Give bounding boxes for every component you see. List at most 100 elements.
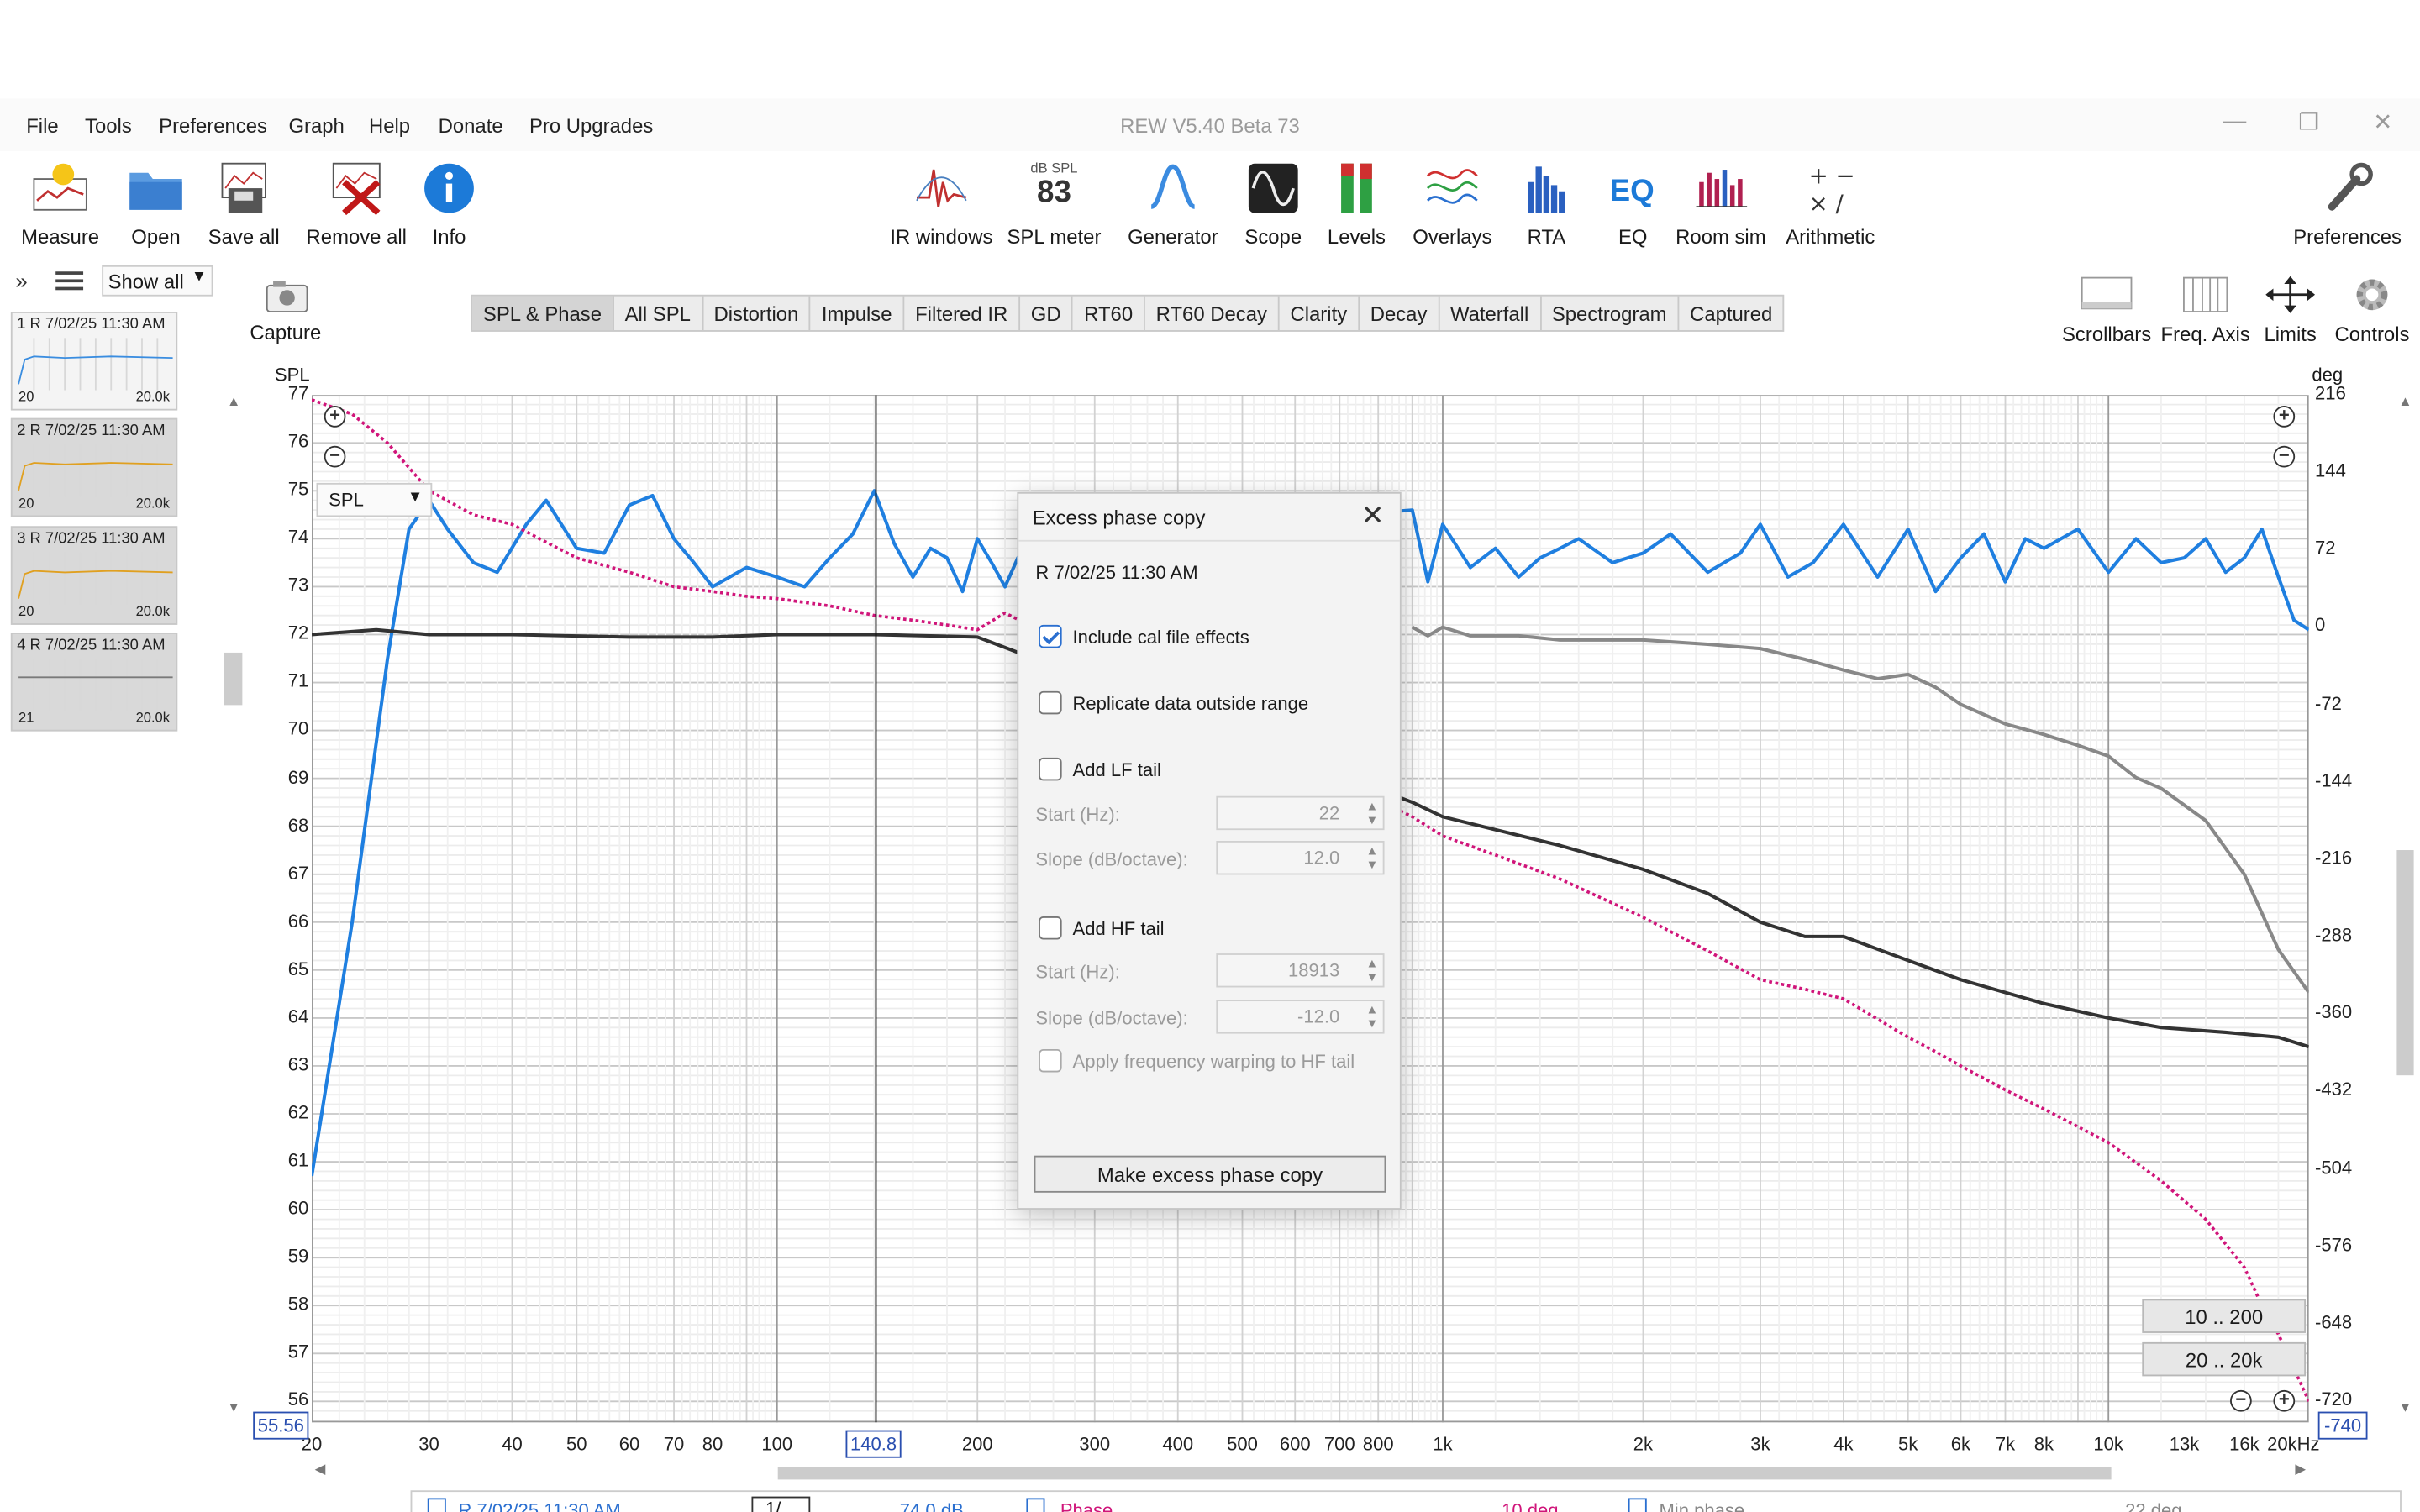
measurement-thumb[interactable]: 1 R 7/02/25 11:30 AM 20 20.0k — [10, 312, 178, 411]
freq-axis-button[interactable]: Freq. Axis — [2158, 275, 2254, 352]
menu-file[interactable]: File — [26, 113, 59, 138]
spinner-arrows-icon[interactable]: ▲ ▼ — [1365, 799, 1379, 827]
legend-checkbox[interactable] — [1628, 1498, 1647, 1512]
menu-tools[interactable]: Tools — [85, 113, 132, 138]
dialog-title: Excess phase copy — [1032, 506, 1206, 529]
add-lf-tail-checkbox[interactable] — [1039, 757, 1062, 781]
scroll-right-icon[interactable]: ▶ — [2295, 1461, 2307, 1477]
legend-checkbox[interactable] — [1026, 1498, 1045, 1512]
hamburger-menu-icon[interactable] — [55, 270, 84, 291]
limits-button[interactable]: Limits — [2256, 275, 2324, 352]
arithmetic-button[interactable]: + − × / Arithmetic — [1781, 160, 1881, 250]
zoom-in-icon[interactable]: + — [324, 406, 346, 428]
scroll-down-icon[interactable]: ▼ — [2398, 1399, 2412, 1415]
tab-waterfall[interactable]: Waterfall — [1439, 296, 1541, 331]
save-all-button[interactable]: Save all — [205, 160, 282, 250]
scroll-up-icon[interactable]: ▲ — [226, 393, 241, 409]
scroll-left-icon[interactable]: ◀ — [314, 1461, 326, 1477]
measurement-thumb[interactable]: 3 R 7/02/25 11:30 AM 20 20.0k — [10, 526, 178, 625]
close-icon[interactable]: ✕ — [1360, 500, 1385, 531]
tab-all-spl[interactable]: All SPL — [614, 296, 703, 331]
zoom-out-icon[interactable]: − — [2230, 1390, 2252, 1412]
controls-button[interactable]: Controls — [2333, 275, 2411, 352]
open-button[interactable]: Open — [120, 160, 191, 250]
tab-rt60-decay[interactable]: RT60 Decay — [1145, 296, 1280, 331]
info-button[interactable]: Info — [420, 160, 479, 250]
tab-spectrogram[interactable]: Spectrogram — [1541, 296, 1680, 331]
range-10-200-button[interactable]: 10 .. 200 — [2142, 1299, 2307, 1333]
ir-windows-label: IR windows — [890, 225, 993, 249]
eq-button[interactable]: EQ EQ — [1602, 160, 1663, 250]
horizontal-scrollbar[interactable]: ◀ ▶ — [312, 1461, 2309, 1483]
tab-rt60[interactable]: RT60 — [1073, 296, 1145, 331]
spl-meter-button[interactable]: dB SPL 83 SPL meter — [1007, 160, 1102, 250]
x-tick-label: 10k — [2093, 1433, 2123, 1456]
expand-sidebar-icon[interactable]: » — [15, 268, 28, 293]
measurement-thumb[interactable]: 4 R 7/02/25 11:30 AM 21 20.0k — [10, 633, 178, 732]
zoom-in-icon[interactable]: + — [2273, 1390, 2296, 1412]
lf-slope-spinner[interactable]: 12.0 ▲ ▼ — [1216, 841, 1385, 875]
minimize-button[interactable]: — — [2223, 108, 2247, 134]
lf-start-spinner[interactable]: 22 ▲ ▼ — [1216, 795, 1385, 831]
scrollbar-thumb[interactable] — [777, 1467, 2112, 1480]
zoom-out-icon[interactable]: − — [2273, 445, 2296, 468]
measure-button[interactable]: Measure — [15, 160, 105, 250]
zoom-in-icon[interactable]: + — [2273, 406, 2296, 428]
scope-button[interactable]: Scope — [1241, 160, 1306, 250]
menu-graph[interactable]: Graph — [288, 113, 345, 138]
vertical-scrollbar-right[interactable]: ▲ ▼ — [2396, 393, 2414, 1415]
tab-filtered-ir[interactable]: Filtered IR — [904, 296, 1020, 331]
make-excess-phase-copy-button[interactable]: Make excess phase copy — [1034, 1155, 1386, 1193]
capture-button[interactable]: Capture — [247, 278, 324, 349]
rta-icon — [1528, 166, 1565, 213]
menu-donate[interactable]: Donate — [438, 113, 503, 138]
tab-clarity[interactable]: Clarity — [1280, 296, 1360, 331]
ir-windows-button[interactable]: IR windows — [889, 160, 994, 250]
menu-help[interactable]: Help — [368, 113, 411, 138]
dialog-divider — [1018, 539, 1400, 542]
tab-spl-phase[interactable]: SPL & Phase — [472, 296, 614, 331]
hf-start-spinner[interactable]: 18913 ▲ ▼ — [1216, 953, 1385, 988]
legend-checkbox[interactable] — [427, 1498, 446, 1512]
spinner-arrows-icon[interactable]: ▲ ▼ — [1365, 956, 1379, 984]
scrollbar-thumb[interactable] — [224, 652, 243, 706]
tab-captured[interactable]: Captured — [1690, 302, 1773, 326]
scroll-up-icon[interactable]: ▲ — [2398, 393, 2412, 409]
spl-select[interactable]: SPL ▼ — [316, 482, 433, 517]
tab-gd[interactable]: GD — [1020, 296, 1074, 331]
include-cal-checkbox[interactable] — [1039, 624, 1062, 648]
restore-button[interactable]: ❐ — [2298, 109, 2320, 136]
replicate-checkbox[interactable] — [1039, 690, 1062, 715]
scrollbars-button[interactable]: Scrollbars — [2059, 275, 2154, 352]
zoom-out-icon[interactable]: − — [324, 445, 346, 468]
hf-slope-spinner[interactable]: -12.0 ▲ ▼ — [1216, 1000, 1385, 1034]
show-all-dropdown[interactable]: Show all ▼ — [102, 265, 213, 297]
tab-decay[interactable]: Decay — [1360, 296, 1440, 331]
close-window-button[interactable]: ✕ — [2373, 109, 2393, 136]
y-tick-label: 69 — [287, 765, 309, 788]
scroll-down-icon[interactable]: ▼ — [226, 1399, 241, 1415]
menu-preferences[interactable]: Preferences — [159, 113, 267, 138]
scrollbar-thumb[interactable] — [2396, 850, 2414, 1076]
preferences-button[interactable]: Preferences — [2291, 160, 2405, 250]
tab-distortion[interactable]: Distortion — [703, 296, 812, 331]
spinner-arrows-icon[interactable]: ▲ ▼ — [1365, 843, 1379, 872]
range-20-20k-button[interactable]: 20 .. 20k — [2142, 1341, 2307, 1377]
rta-button[interactable]: RTA — [1516, 160, 1577, 250]
warp-checkbox[interactable] — [1039, 1048, 1062, 1073]
levels-button[interactable]: Levels — [1324, 160, 1389, 250]
room-sim-button[interactable]: Room sim — [1670, 160, 1771, 250]
generator-button[interactable]: Generator — [1127, 160, 1219, 250]
legend-smoothing[interactable]: 1/... — [751, 1496, 811, 1512]
vertical-scrollbar-left[interactable]: ▲ ▼ — [224, 393, 243, 1415]
remove-all-button[interactable]: Remove all — [302, 160, 411, 250]
measurement-thumb[interactable]: 2 R 7/02/25 11:30 AM 20 20.0k — [10, 417, 178, 517]
spinner-arrows-icon[interactable]: ▲ ▼ — [1365, 1002, 1379, 1031]
add-hf-tail-checkbox[interactable] — [1039, 916, 1062, 940]
overlays-button[interactable]: Overlays — [1407, 160, 1497, 250]
series-layer — [312, 398, 2309, 1403]
tab-impulse[interactable]: Impulse — [811, 296, 905, 331]
y-tick-label: 67 — [287, 862, 309, 884]
menu-pro-upgrades[interactable]: Pro Upgrades — [529, 113, 654, 138]
